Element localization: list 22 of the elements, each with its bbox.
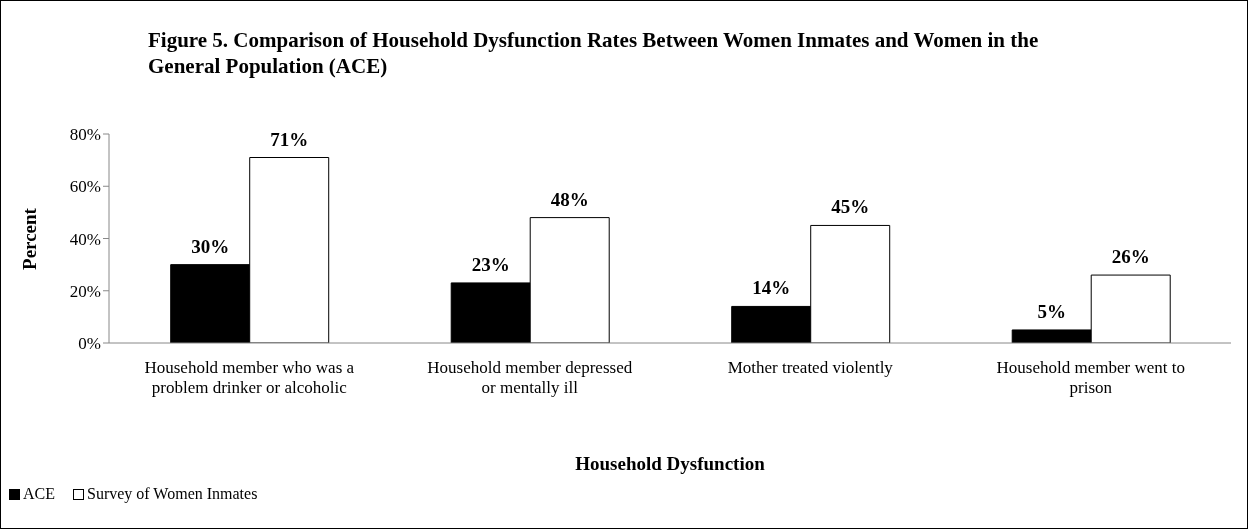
legend-label: Survey of Women Inmates <box>87 485 258 503</box>
x-axis-title: Household Dysfunction <box>574 453 766 475</box>
y-tick-label: 0% <box>78 334 101 354</box>
chart-title: Figure 5. Comparison of Household Dysfunction Rates Between Women Inmates and Women in the General Population (ACE) <box>148 27 1040 79</box>
data-label: 71% <box>270 128 309 150</box>
y-tick-label: 80% <box>69 125 101 145</box>
data-label: 45% <box>831 196 870 218</box>
x-tick-label: Household member who was a problem drinker or alcoholic <box>144 358 355 397</box>
data-label: 23% <box>471 253 510 275</box>
x-tick-label: Household member went to prison <box>996 358 1185 397</box>
y-axis-title: Percent <box>19 208 41 270</box>
y-tick-label: 20% <box>69 281 101 301</box>
x-tick-label: Household member depressed or mentally ill <box>427 358 633 397</box>
y-tick-label: 40% <box>69 229 101 249</box>
data-label: 14% <box>752 277 791 299</box>
data-label: 26% <box>1111 246 1150 268</box>
data-label: 5% <box>1037 300 1066 322</box>
data-label: 48% <box>550 188 589 210</box>
x-tick-label: Mother treated violently <box>727 358 894 377</box>
legend-label: ACE <box>23 485 55 503</box>
y-tick-label: 60% <box>69 177 101 197</box>
data-label: 30% <box>191 235 230 257</box>
